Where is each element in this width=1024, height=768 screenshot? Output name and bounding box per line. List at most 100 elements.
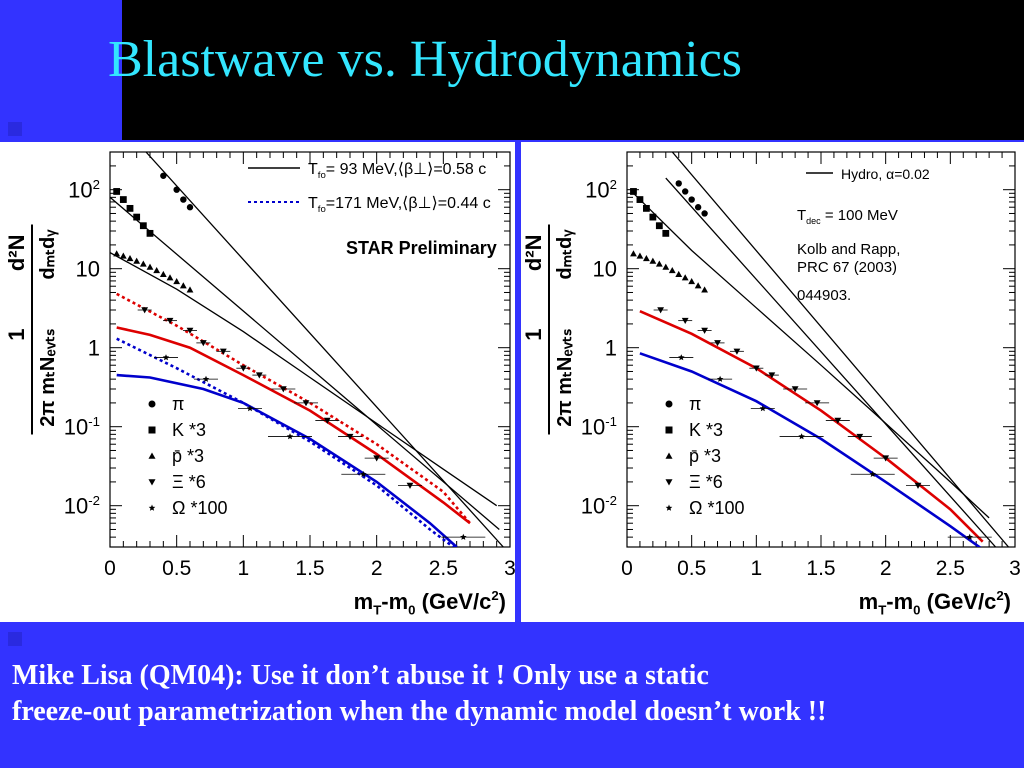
- data-point: [882, 455, 890, 462]
- decor-square: [8, 122, 22, 136]
- data-point: [716, 375, 724, 382]
- data-point: [239, 365, 247, 372]
- legend-marker: [148, 400, 156, 408]
- data-point: [146, 263, 154, 270]
- data-point: [643, 204, 650, 212]
- x-tick-label: 3: [1009, 557, 1021, 580]
- data-point: [856, 433, 864, 440]
- x-tick-label: 0: [104, 557, 116, 580]
- data-point: [636, 252, 644, 259]
- legend-marker: [148, 452, 156, 459]
- curve-solid: [116, 326, 471, 525]
- data-point: [714, 340, 721, 347]
- x-tick-label: 2.5: [429, 557, 458, 580]
- data-point: [279, 386, 287, 393]
- data-point: [688, 196, 695, 203]
- data-point: [246, 405, 254, 412]
- data-point: [139, 260, 147, 267]
- data-point: [733, 348, 741, 355]
- curve-p-hydro: [633, 192, 990, 519]
- data-point: [186, 327, 194, 334]
- y-label-numerator-one: 1: [4, 329, 29, 341]
- slide-caption: Mike Lisa (QM04): Use it don’t abuse it …: [12, 658, 1017, 730]
- data-point: [255, 372, 263, 379]
- x-tick-label: 1: [237, 557, 249, 580]
- data-point: [141, 307, 149, 314]
- data-point: [694, 204, 702, 211]
- title-bar: [0, 0, 1024, 140]
- data-point: [202, 375, 210, 382]
- data-point: [133, 257, 141, 264]
- x-tick-label: 0.5: [677, 557, 706, 580]
- y-tick-label: 102​: [68, 177, 100, 203]
- data-point: [682, 188, 689, 195]
- slide-title: Blastwave vs. Hydrodynamics: [108, 31, 743, 88]
- data-point: [119, 196, 127, 203]
- x-tick-label: 2: [371, 557, 383, 580]
- curve-k-solid: [110, 196, 500, 530]
- legend-marker: [665, 504, 673, 511]
- legend-marker-label: Ξ *6: [172, 472, 206, 492]
- y-label-num: d²N: [4, 235, 29, 272]
- data-point: [869, 470, 876, 477]
- x-tick-label: 0: [621, 557, 633, 580]
- data-point: [162, 354, 170, 361]
- y-label-den2: dₘₜdᵧ: [554, 229, 576, 280]
- y-tick-label: 1: [88, 336, 100, 361]
- data-point: [643, 254, 650, 262]
- legend-marker: [148, 426, 156, 434]
- y-label-den: 2π mₜNₑᵥₜₛ: [554, 329, 576, 427]
- legend-line-label-hydro: Hydro, α=0.02: [841, 166, 930, 182]
- data-point: [406, 482, 414, 489]
- data-point: [186, 204, 194, 211]
- blastwave-chart: 0 0.5 1 1.5 2 2.5 3 10-2​ 10-1​ 1 10 102​ mT​-m0​ (G…: [4, 151, 516, 618]
- x-tick-label: 2: [880, 557, 892, 580]
- data-point: [759, 405, 766, 412]
- y-axis-label: 1 2π mₜNₑᵥₜₛ d²N dₘₜdᵧ: [4, 224, 59, 435]
- data-point: [966, 533, 973, 540]
- data-point: [180, 196, 187, 203]
- data-point: [694, 282, 702, 289]
- y-tick-label: 102​: [585, 177, 617, 203]
- y-tick-label: 10-1​: [581, 414, 617, 440]
- data-point: [119, 252, 127, 259]
- data-point: [126, 204, 134, 212]
- note-tdec: Tdec​ = 100 MeV: [797, 207, 898, 226]
- x-tick-label: 0.5: [162, 557, 191, 580]
- legend-marker-label: Ω *100: [172, 498, 228, 518]
- legend-marker: [665, 452, 673, 459]
- data-point: [701, 210, 708, 217]
- data-point: [655, 222, 663, 230]
- y-tick-label: 10: [593, 257, 617, 282]
- plot-panel-hydro: 0 0.5 1 1.5 2 2.5 3 10-2​ 10-1​ 1 10 102​ mT​-m0​ (G…: [521, 142, 1024, 622]
- curve-hydro: [639, 352, 982, 547]
- legend-marker-label: K *3: [172, 420, 206, 440]
- plot-area: [630, 152, 1009, 547]
- star-preliminary-label: STAR Preliminary: [346, 238, 497, 258]
- data-point: [701, 327, 708, 334]
- legend-marker: [148, 504, 156, 511]
- data-point: [219, 348, 227, 355]
- note-line-2: Kolb and Rapp,: [797, 241, 900, 258]
- curve-k-hydro: [665, 177, 997, 547]
- data-point: [179, 282, 187, 289]
- data-point: [323, 417, 331, 424]
- data-point: [688, 278, 696, 285]
- data-point: [113, 188, 121, 195]
- legend-marker: [665, 426, 673, 434]
- data-point: [153, 267, 161, 274]
- legend-line-label-dotted: Tfo​=171 MeV,⟨β⊥⟩=0.44 c: [308, 195, 491, 215]
- data-point: [139, 222, 147, 230]
- legend-marker-label: π: [172, 394, 184, 414]
- data-point: [113, 250, 121, 257]
- legend-marker-label: π: [689, 394, 701, 414]
- x-tick-label: 2.5: [936, 557, 965, 580]
- data-point: [360, 470, 367, 477]
- y-axis-label: 1 2π mₜNₑᵥₜₛ d²N dₘₜdᵧ: [521, 224, 576, 435]
- legend-marker-label: K *3: [689, 420, 723, 440]
- data-point: [173, 186, 180, 193]
- data-point: [752, 365, 760, 372]
- data-point: [146, 229, 154, 237]
- data-point: [160, 172, 167, 179]
- data-point: [173, 278, 181, 285]
